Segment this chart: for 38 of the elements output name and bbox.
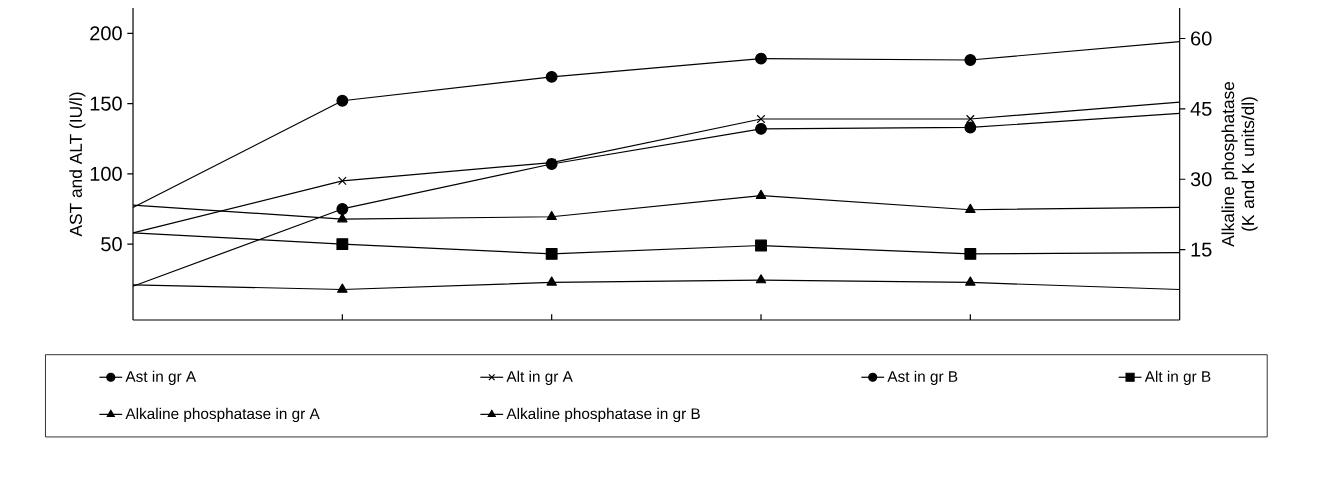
point bbox=[336, 94, 349, 107]
point bbox=[546, 210, 557, 221]
point bbox=[755, 239, 767, 252]
legend-label: Alkaline phosphatase in gr A bbox=[125, 407, 320, 423]
point bbox=[965, 203, 976, 213]
legend-label: Alt in gr A bbox=[506, 370, 573, 385]
point bbox=[755, 189, 767, 199]
y2-axis-title: Alkaline phosphatase (K and K units/dl) bbox=[1221, 81, 1258, 247]
y2-tick-label: 30 bbox=[1190, 172, 1212, 187]
point bbox=[964, 248, 977, 260]
legend-label: Alt in gr B bbox=[1144, 370, 1211, 385]
point bbox=[337, 283, 348, 293]
point bbox=[336, 238, 349, 251]
point bbox=[965, 276, 976, 286]
point bbox=[546, 276, 557, 286]
legend-label: Ast in gr B bbox=[887, 370, 958, 385]
point bbox=[965, 114, 975, 124]
y-tick-label: 100 bbox=[90, 166, 122, 181]
legend-label: Alkaline phosphatase in gr B bbox=[506, 407, 700, 423]
y2-tick-label: 15 bbox=[1191, 242, 1212, 257]
point bbox=[964, 121, 977, 134]
point bbox=[337, 176, 347, 186]
y-tick-label: 200 bbox=[90, 26, 122, 41]
point bbox=[755, 52, 767, 65]
y2-tick-label: 60 bbox=[1191, 31, 1212, 46]
y-tick-label: 150 bbox=[90, 96, 122, 111]
point bbox=[756, 114, 766, 124]
y2-tick-label: 45 bbox=[1190, 101, 1212, 116]
point bbox=[337, 213, 348, 223]
point bbox=[336, 203, 349, 215]
point bbox=[755, 122, 767, 135]
y-tick-label: 50 bbox=[101, 237, 122, 252]
legend-label: Ast in gr A bbox=[125, 370, 197, 385]
point bbox=[545, 70, 558, 83]
point bbox=[755, 274, 767, 284]
point bbox=[545, 248, 558, 260]
y-axis-title: AST and ALT (IU/l) bbox=[69, 92, 86, 237]
point bbox=[964, 54, 977, 66]
